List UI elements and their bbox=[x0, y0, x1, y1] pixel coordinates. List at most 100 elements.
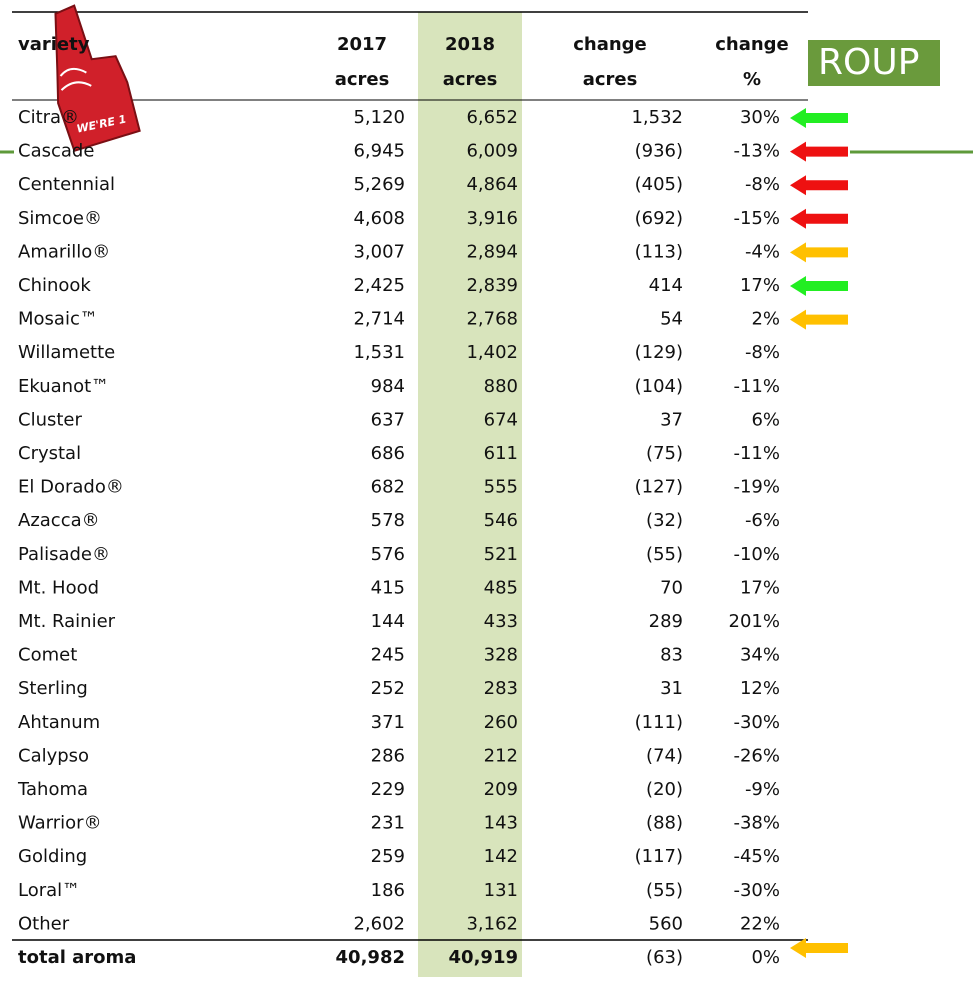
variety-name: Warrior® bbox=[18, 813, 102, 834]
cell: 30% bbox=[740, 107, 780, 128]
cell: -19% bbox=[733, 477, 780, 498]
cell: 142 bbox=[484, 846, 518, 867]
cell: 560 bbox=[649, 913, 683, 934]
cell: 209 bbox=[484, 779, 518, 800]
cell: 414 bbox=[649, 275, 683, 296]
cell: -38% bbox=[733, 813, 780, 834]
cell: 2,714 bbox=[353, 309, 405, 330]
cell: -45% bbox=[733, 846, 780, 867]
arrow bbox=[790, 309, 848, 330]
cell: 229 bbox=[371, 779, 405, 800]
foam-finger: WE'RE 1 bbox=[54, 4, 141, 153]
column-header: acres bbox=[583, 69, 638, 90]
variety-name: Ekuanot™ bbox=[18, 376, 109, 397]
variety-name: Mt. Rainier bbox=[18, 611, 116, 632]
cell: 22% bbox=[740, 913, 780, 934]
cell: -15% bbox=[733, 208, 780, 229]
logo-text: ROUP bbox=[818, 42, 919, 83]
cell: -8% bbox=[745, 174, 780, 195]
variety-name: Willamette bbox=[18, 342, 115, 363]
cell: 880 bbox=[484, 376, 518, 397]
cell: 37 bbox=[660, 409, 683, 430]
cell: 260 bbox=[484, 712, 518, 733]
cell: (55) bbox=[646, 544, 683, 565]
arrow bbox=[790, 938, 848, 958]
cell: 286 bbox=[371, 745, 405, 766]
cell: (117) bbox=[635, 846, 683, 867]
variety-name: Mt. Hood bbox=[18, 577, 99, 598]
cell: 1,531 bbox=[353, 342, 405, 363]
cell: 3,007 bbox=[353, 241, 405, 262]
cell: 576 bbox=[371, 544, 405, 565]
variety-name: Azacca® bbox=[18, 510, 100, 531]
column-header: 2018 bbox=[445, 34, 495, 55]
cell: 1,402 bbox=[466, 342, 518, 363]
cell: (111) bbox=[635, 712, 683, 733]
total-cell: 0% bbox=[751, 947, 780, 968]
variety-name: Ahtanum bbox=[18, 712, 100, 733]
cell: 6% bbox=[751, 409, 780, 430]
cell: 12% bbox=[740, 678, 780, 699]
cell: 2% bbox=[751, 309, 780, 330]
cell: 2,768 bbox=[466, 309, 518, 330]
cell: 83 bbox=[660, 645, 683, 666]
cell: 371 bbox=[371, 712, 405, 733]
cell: -8% bbox=[745, 342, 780, 363]
cell: 144 bbox=[371, 611, 405, 632]
cell: 674 bbox=[484, 409, 518, 430]
cell: (692) bbox=[635, 208, 683, 229]
cell: 521 bbox=[484, 544, 518, 565]
cell: 6,009 bbox=[466, 141, 518, 162]
cell: 5,120 bbox=[353, 107, 405, 128]
cell: 54 bbox=[660, 309, 683, 330]
cell: 131 bbox=[484, 880, 518, 901]
cell: 252 bbox=[371, 678, 405, 699]
cell: 259 bbox=[371, 846, 405, 867]
cell: 611 bbox=[484, 443, 518, 464]
cell: 555 bbox=[484, 477, 518, 498]
cell: 682 bbox=[371, 477, 405, 498]
arrows bbox=[790, 108, 848, 958]
cell: (127) bbox=[635, 477, 683, 498]
variety-name: Cascade bbox=[18, 141, 94, 162]
cell: -10% bbox=[733, 544, 780, 565]
cell: 2,425 bbox=[353, 275, 405, 296]
variety-name: Centennial bbox=[18, 174, 115, 195]
cell: 2,602 bbox=[353, 913, 405, 934]
variety-name: Tahoma bbox=[17, 779, 88, 800]
variety-name: El Dorado® bbox=[18, 477, 124, 498]
logo-box bbox=[808, 40, 940, 86]
cell: -30% bbox=[733, 712, 780, 733]
cell: (74) bbox=[646, 745, 683, 766]
cell: -11% bbox=[733, 443, 780, 464]
arrow bbox=[790, 108, 848, 128]
variety-name: Golding bbox=[18, 846, 87, 867]
cell: 984 bbox=[371, 376, 405, 397]
cell: 212 bbox=[484, 745, 518, 766]
cell: 17% bbox=[740, 275, 780, 296]
cell: 4,608 bbox=[353, 208, 405, 229]
cell: 433 bbox=[484, 611, 518, 632]
cell: (113) bbox=[635, 241, 683, 262]
cell: -30% bbox=[733, 880, 780, 901]
cell: 415 bbox=[371, 577, 405, 598]
cell: 31 bbox=[660, 678, 683, 699]
cell: -4% bbox=[745, 241, 780, 262]
arrow bbox=[790, 175, 848, 196]
cell: 546 bbox=[484, 510, 518, 531]
cell: -26% bbox=[733, 745, 780, 766]
total-cell: total aroma bbox=[18, 947, 136, 968]
cell: 186 bbox=[371, 880, 405, 901]
cell: -13% bbox=[733, 141, 780, 162]
variety-name: Amarillo® bbox=[18, 241, 110, 262]
cell: (405) bbox=[635, 174, 683, 195]
arrow bbox=[790, 242, 848, 263]
cell: 3,916 bbox=[466, 208, 518, 229]
column-header: acres bbox=[335, 69, 390, 90]
cell: 328 bbox=[484, 645, 518, 666]
variety-name: Chinook bbox=[18, 275, 91, 296]
cell: 6,652 bbox=[466, 107, 518, 128]
cell: 2,894 bbox=[466, 241, 518, 262]
cell: -11% bbox=[733, 376, 780, 397]
